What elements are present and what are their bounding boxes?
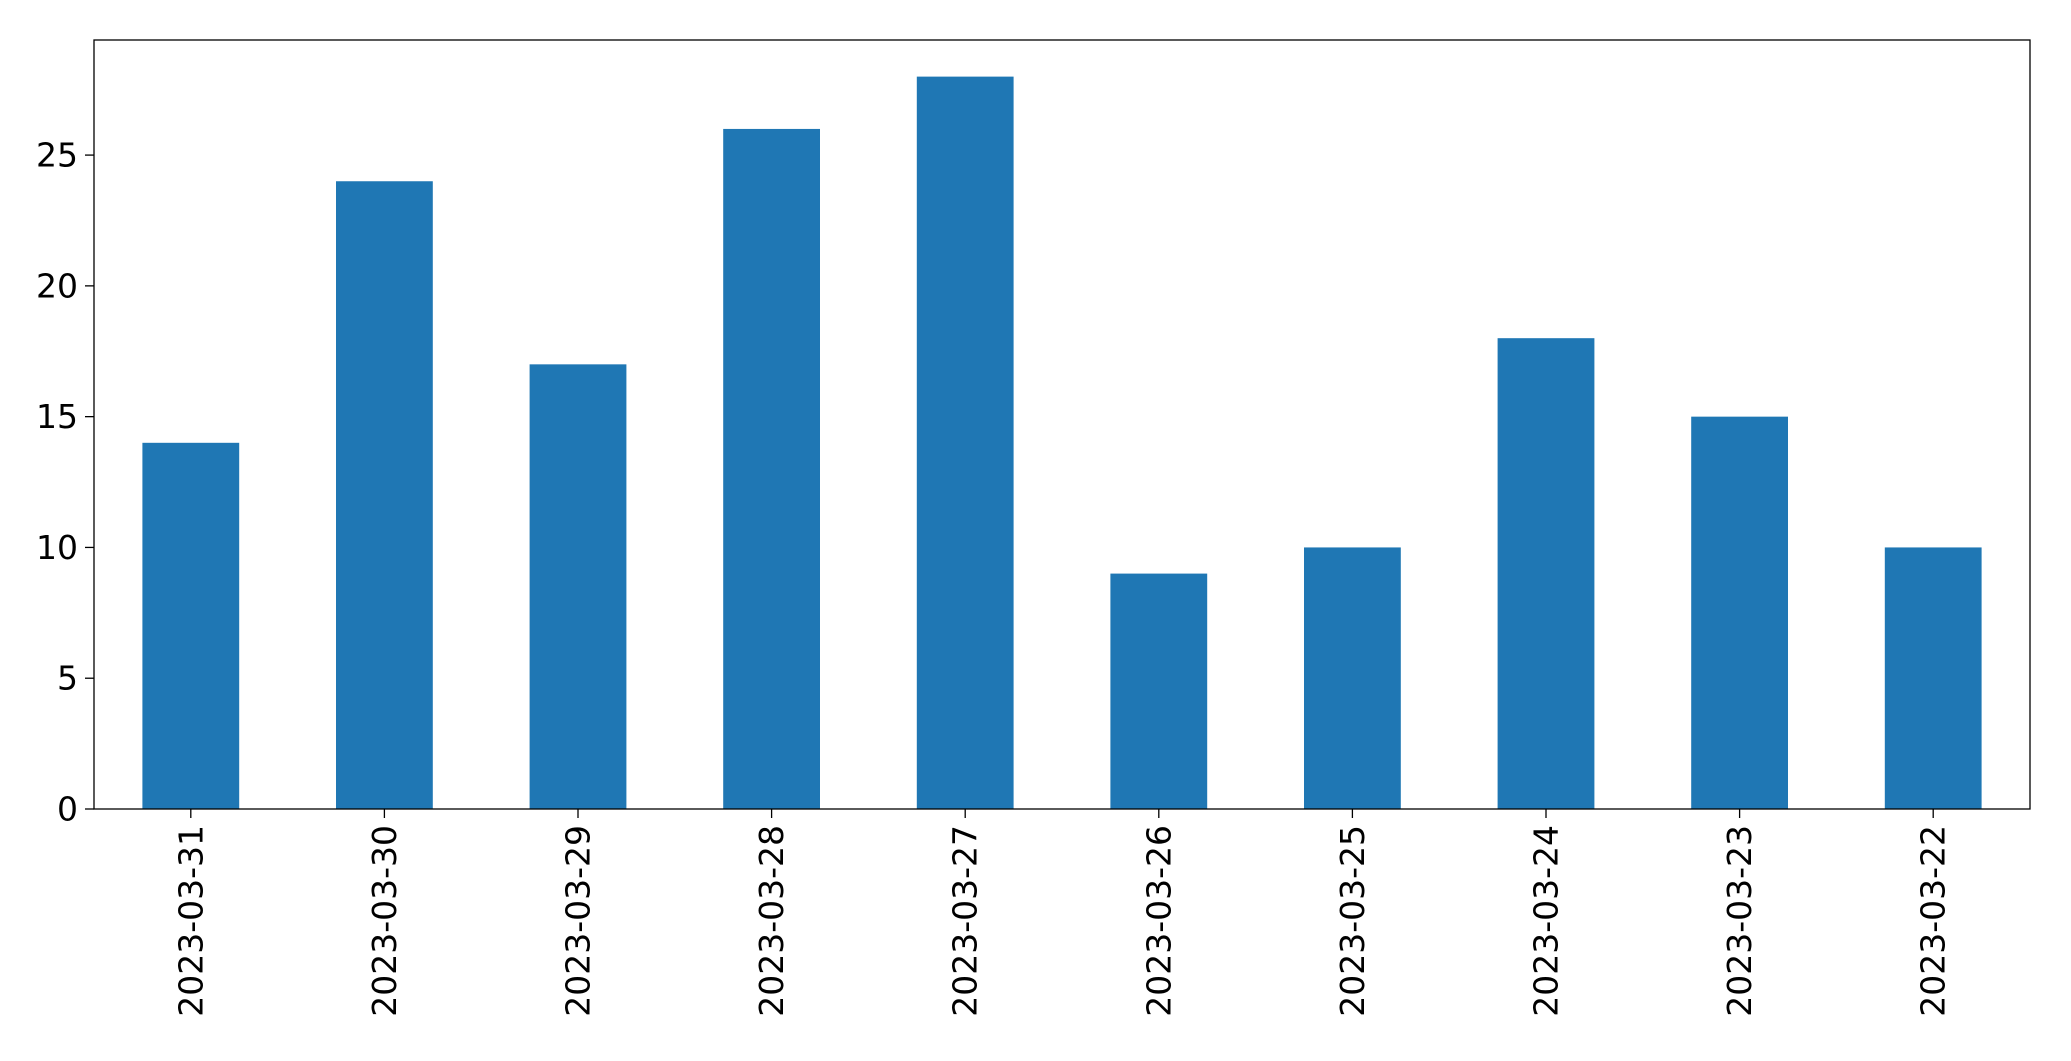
x-tick-label: 2023-03-24 (1527, 825, 1566, 1017)
x-tick-label: 2023-03-23 (1720, 825, 1759, 1017)
bar-2023-03-30 (336, 181, 433, 810)
x-axis: 2023-03-31 2023-03-30 2023-03-29 2023-03-28… (171, 809, 1953, 1017)
bars (142, 76, 1982, 810)
bar-2023-03-28 (723, 128, 820, 809)
bar-2023-03-31 (142, 442, 240, 809)
x-tick-label: 2023-03-26 (1139, 825, 1178, 1017)
y-tick-label: 25 (36, 136, 78, 175)
bar-2023-03-23 (1691, 416, 1788, 809)
x-tick-label: 2023-03-28 (752, 825, 791, 1017)
x-tick-label: 2023-03-30 (365, 825, 404, 1017)
bar-2023-03-25 (1304, 547, 1401, 809)
x-tick-label: 2023-03-25 (1333, 825, 1372, 1017)
y-tick-label: 15 (36, 397, 78, 436)
x-tick-label: 2023-03-27 (946, 825, 985, 1017)
bar-2023-03-29 (529, 364, 627, 809)
x-tick-label: 2023-03-31 (171, 825, 210, 1017)
bar-2023-03-22 (1884, 547, 1982, 809)
y-tick-label: 0 (57, 790, 78, 829)
bar-2023-03-26 (1110, 573, 1208, 809)
y-axis: 0 5 10 15 20 25 (36, 136, 94, 829)
x-tick-label: 2023-03-22 (1914, 825, 1953, 1017)
plot-frame (93, 39, 2031, 810)
x-tick-label: 2023-03-29 (559, 825, 598, 1017)
y-tick-label: 20 (36, 266, 78, 305)
bar-2023-03-24 (1497, 338, 1595, 809)
y-tick-label: 10 (36, 528, 78, 567)
y-tick-label: 5 (57, 659, 78, 698)
bar-2023-03-27 (916, 76, 1014, 810)
